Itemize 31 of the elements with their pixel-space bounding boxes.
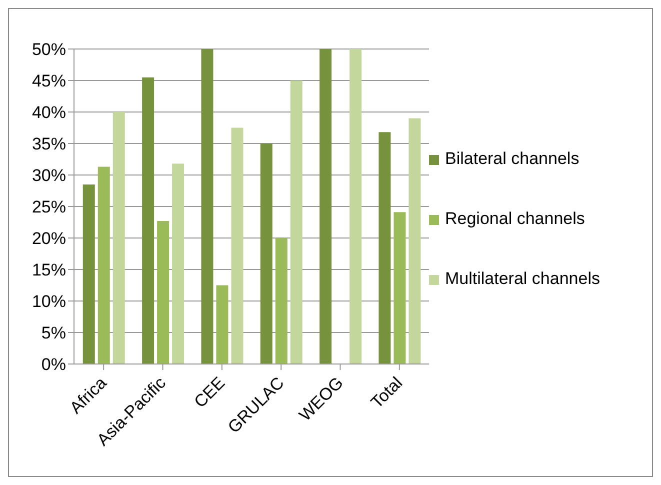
bar (98, 166, 110, 364)
bar (350, 49, 362, 364)
bar (378, 132, 391, 364)
bar (142, 77, 154, 364)
bar (275, 238, 288, 364)
y-tick-label: 10% (32, 292, 66, 312)
y-tick-label: 50% (32, 40, 66, 60)
y-tick-label: 5% (41, 324, 66, 343)
bar (157, 220, 170, 364)
legend-label: Regional channels (445, 209, 586, 229)
bar (201, 49, 214, 364)
bar (172, 164, 184, 364)
y-tick-label: 20% (32, 229, 66, 248)
bar (231, 128, 244, 364)
y-tick-label: 30% (32, 166, 66, 186)
bar (82, 184, 95, 364)
y-tick-label: 25% (32, 198, 66, 217)
legend-label: Bilateral channels (445, 149, 580, 169)
bar (290, 80, 302, 364)
bar (260, 144, 272, 364)
bar (394, 212, 406, 364)
bar (112, 112, 125, 364)
y-tick-label: 15% (32, 260, 66, 280)
legend-label: Multilateral channels (445, 269, 601, 289)
bar (320, 49, 332, 364)
bar (216, 285, 228, 364)
y-tick-label: 45% (32, 72, 66, 91)
bar (408, 118, 421, 364)
y-tick-label: 40% (32, 103, 66, 122)
y-tick-label: 0% (41, 355, 66, 374)
y-tick-label: 35% (32, 134, 66, 154)
